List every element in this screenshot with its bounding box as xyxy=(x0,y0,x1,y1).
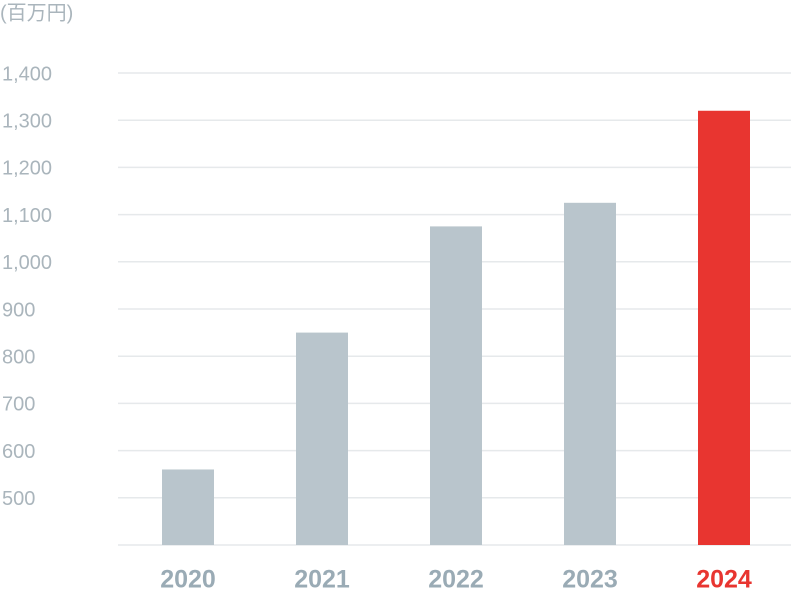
y-tick-label: 1,300 xyxy=(2,110,52,132)
bar xyxy=(698,110,750,545)
y-tick-label: 1,200 xyxy=(2,158,52,180)
y-tick-label: 1,100 xyxy=(2,205,52,227)
x-tick-label: 2020 xyxy=(160,566,216,593)
y-tick-label: 700 xyxy=(2,394,35,416)
y-tick-label: 800 xyxy=(2,346,35,368)
bar xyxy=(564,202,616,546)
bar xyxy=(162,469,214,545)
y-tick-label: 1,000 xyxy=(2,252,52,274)
x-tick-label: 2023 xyxy=(562,566,618,593)
y-tick-label: 600 xyxy=(2,441,35,463)
y-tick-label: 1,400 xyxy=(2,63,52,85)
bar xyxy=(296,332,348,545)
x-tick-label: 2022 xyxy=(428,566,484,593)
x-tick-label: 2021 xyxy=(294,566,350,593)
bar xyxy=(430,226,482,545)
y-tick-label: 900 xyxy=(2,299,35,321)
y-tick-label: 500 xyxy=(2,488,35,510)
x-tick-label: 2024 xyxy=(696,566,752,593)
y-axis-unit: (百万円) xyxy=(0,2,73,24)
